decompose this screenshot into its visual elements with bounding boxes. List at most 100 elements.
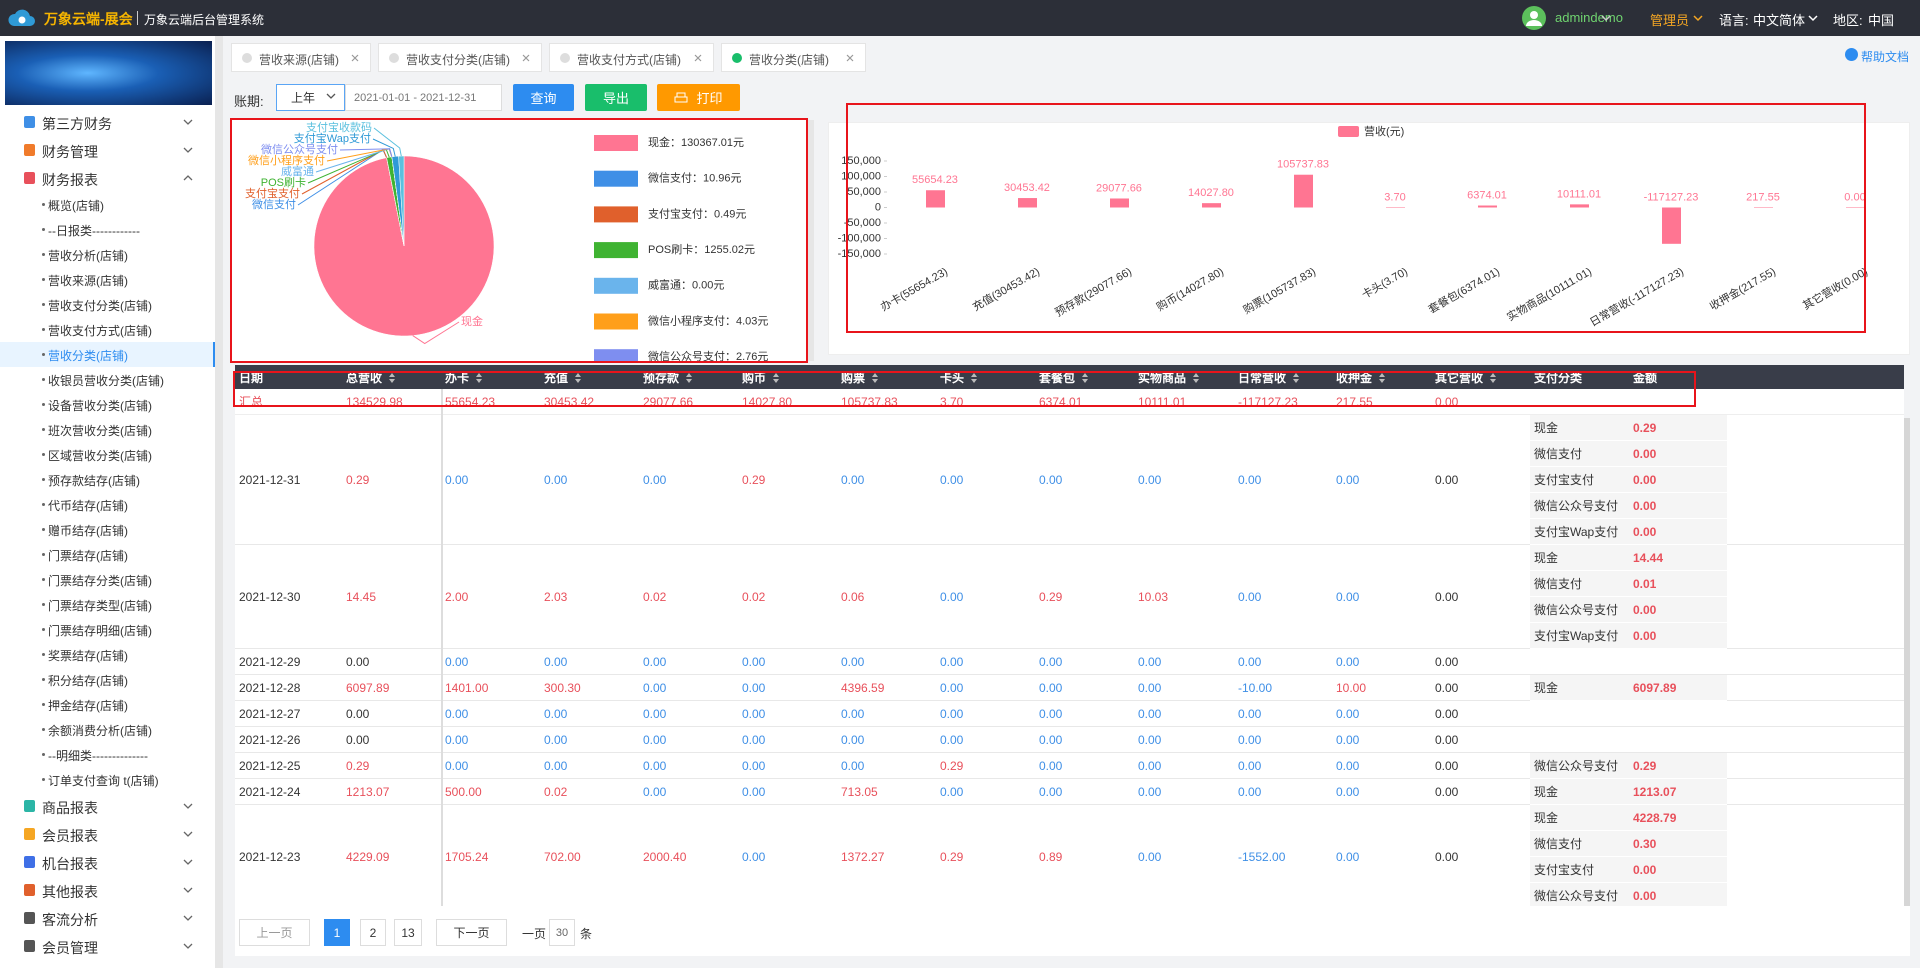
column-header[interactable]: 购币	[742, 369, 780, 386]
user-name[interactable]: admindemo	[1555, 10, 1623, 25]
pay-cell-bg	[1530, 415, 1727, 441]
sort-icon[interactable]	[1081, 372, 1089, 384]
page-button[interactable]: 2	[360, 919, 386, 946]
sort-icon[interactable]	[388, 372, 396, 384]
avatar[interactable]	[1521, 5, 1547, 31]
tab-close[interactable]	[521, 53, 531, 63]
legend-swatch	[594, 277, 638, 294]
submenu-item[interactable]: 代币结存(店铺)	[0, 492, 215, 517]
submenu-item[interactable]: 门票结存类型(店铺)	[0, 592, 215, 617]
menu-item[interactable]: 财务管理	[0, 136, 215, 164]
sort-icon[interactable]	[475, 372, 483, 384]
submenu-item[interactable]: 预存款结存(店铺)	[0, 467, 215, 492]
menu-item[interactable]: 机台报表	[0, 848, 215, 876]
submenu-item[interactable]: 班次营收分类(店铺)	[0, 417, 215, 442]
column-header[interactable]: 实物商品	[1138, 369, 1200, 386]
submenu-item[interactable]: 收银员营收分类(店铺)	[0, 367, 215, 392]
chevron	[183, 831, 193, 837]
page-button[interactable]: 1	[324, 919, 350, 946]
value-cell: 2.00	[445, 590, 469, 604]
tab[interactable]: 营收来源(店铺)	[231, 43, 371, 72]
submenu-item[interactable]: 余额消费分析(店铺)	[0, 717, 215, 742]
sort-up	[476, 372, 483, 377]
submenu-item[interactable]: 押金结存(店铺)	[0, 692, 215, 717]
column-header[interactable]: 购票	[841, 369, 879, 386]
value-cell: 0.00	[1238, 785, 1262, 799]
page-button[interactable]: 13	[394, 919, 422, 946]
submenu-item[interactable]: 概览(店铺)	[0, 192, 215, 217]
column-header[interactable]: 办卡	[445, 369, 483, 386]
submenu-item[interactable]: 营收支付方式(店铺)	[0, 317, 215, 342]
column-header[interactable]: 日常营收	[1238, 369, 1300, 386]
submenu-item[interactable]: 赠币结存(店铺)	[0, 517, 215, 542]
submenu-item[interactable]: 门票结存分类(店铺)	[0, 567, 215, 592]
column-header[interactable]: 其它营收	[1435, 369, 1497, 386]
submenu-item[interactable]: 营收支付分类(店铺)	[0, 292, 215, 317]
period-select[interactable]: 上年	[276, 84, 345, 111]
menu-item[interactable]: 客流分析	[0, 904, 215, 932]
submenu-item[interactable]: 积分结存(店铺)	[0, 667, 215, 692]
sort-icon[interactable]	[1378, 372, 1386, 384]
submenu-item[interactable]: 营收分类(店铺)	[0, 342, 215, 367]
value-cell: 0.00	[445, 473, 469, 487]
column-header[interactable]: 日期	[239, 369, 263, 386]
sort-icon[interactable]	[574, 372, 582, 384]
sort-icon[interactable]	[1292, 372, 1300, 384]
sort-icon[interactable]	[685, 372, 693, 384]
role[interactable]: 管理员	[1650, 13, 1690, 28]
menu-item[interactable]: 第三方财务	[0, 108, 215, 136]
sort-icon[interactable]	[871, 372, 879, 384]
value-cell: 0.29	[346, 759, 370, 773]
menu-item[interactable]: 财务报表	[0, 164, 215, 192]
sort-icon[interactable]	[1489, 372, 1497, 384]
submenu-item[interactable]: 订单支付查询 t(店铺)	[0, 767, 215, 792]
column-header[interactable]: 套餐包	[1039, 369, 1089, 386]
tab-close[interactable]	[693, 53, 703, 63]
query-button[interactable]: 查询	[513, 84, 574, 111]
column-header[interactable]: 预存款	[643, 369, 693, 386]
submenu-item[interactable]: 奖票结存(店铺)	[0, 642, 215, 667]
date-range-value: 2021-01-01 - 2021-12-31	[354, 91, 477, 104]
tab[interactable]: 营收分类(店铺)	[721, 43, 866, 72]
help-link[interactable]: 帮助文档	[1861, 50, 1910, 64]
column-header[interactable]: 充值	[544, 369, 582, 386]
menu-item[interactable]: 商品报表	[0, 792, 215, 820]
export-button[interactable]: 导出	[585, 84, 647, 111]
page-size-input[interactable]: 30	[549, 919, 575, 946]
submenu-item[interactable]: 设备营收分类(店铺)	[0, 392, 215, 417]
region[interactable]: 中国	[1868, 13, 1895, 28]
date-range[interactable]: 2021-01-01 - 2021-12-31	[345, 84, 502, 111]
prev-button[interactable]: 上一页	[239, 919, 310, 946]
submenu-item[interactable]: 营收分析(店铺)	[0, 242, 215, 267]
tab-close[interactable]	[350, 53, 360, 63]
column-header[interactable]: 卡头	[940, 369, 978, 386]
next-button[interactable]: 下一页	[436, 919, 507, 946]
y-tick-label: 150,000	[841, 155, 881, 167]
sort-icon[interactable]	[772, 372, 780, 384]
tab[interactable]: 营收支付分类(店铺)	[378, 43, 542, 72]
column-header[interactable]: 收押金	[1336, 369, 1386, 386]
submenu-item[interactable]: 区域营收分类(店铺)	[0, 442, 215, 467]
help-icon[interactable]	[1845, 48, 1858, 61]
chevron	[326, 93, 336, 99]
menu-item[interactable]: 会员管理	[0, 932, 215, 960]
sort-icon[interactable]	[970, 372, 978, 384]
tab[interactable]: 营收支付方式(店铺)	[549, 43, 714, 72]
menu-item[interactable]: 其他报表	[0, 876, 215, 904]
submenu-item[interactable]: 门票结存(店铺)	[0, 542, 215, 567]
submenu-item[interactable]: --日报类------------	[0, 217, 215, 242]
pie-leader	[339, 148, 393, 157]
lang[interactable]: 中文简体	[1753, 13, 1806, 28]
sort-icon[interactable]	[1192, 372, 1200, 384]
submenu-item[interactable]: 门票结存明细(店铺)	[0, 617, 215, 642]
tab-close[interactable]	[845, 53, 855, 63]
value-cell: 0.00	[1039, 655, 1063, 669]
print-button[interactable]: 打印	[657, 84, 740, 111]
value-cell: 0.00	[742, 655, 766, 669]
submenu-item[interactable]: 营收来源(店铺)	[0, 267, 215, 292]
menu-item[interactable]: 会员报表	[0, 820, 215, 848]
table-scrollbar	[1904, 418, 1910, 906]
submenu-item[interactable]: --明细类--------------	[0, 742, 215, 767]
column-header[interactable]: 总营收	[346, 369, 396, 386]
